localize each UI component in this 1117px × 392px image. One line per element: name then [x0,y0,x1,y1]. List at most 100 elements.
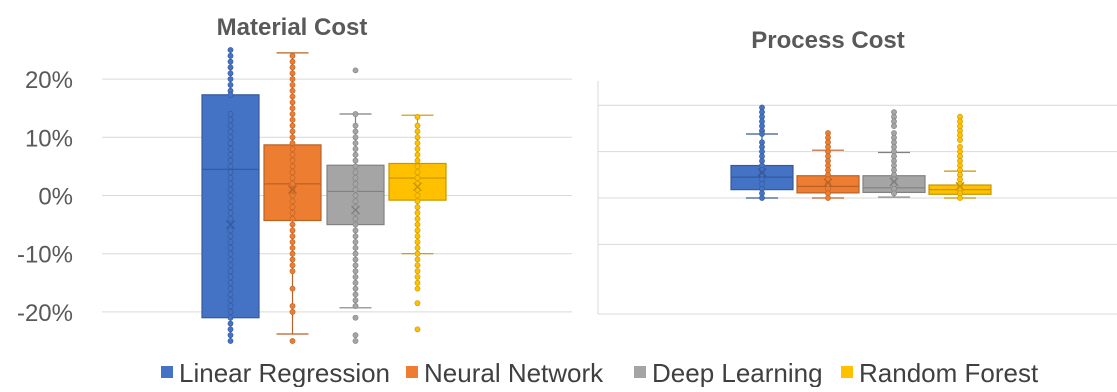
data-point [414,256,421,263]
data-point [227,175,234,181]
legend-label-random-forest: Random Forest [859,358,1039,387]
mean-marker-stroke [226,220,235,230]
box-random-forest [388,114,447,333]
process-cost-title: Process Cost [751,27,904,54]
data-point [289,227,296,234]
data-point [289,180,296,187]
data-point [957,137,963,143]
mean-marker [757,167,767,177]
mean-marker [351,205,360,215]
data-point [227,52,234,59]
box-neural-network [796,130,860,201]
data-point [891,123,897,129]
mean-marker [413,182,422,192]
mean-marker [889,177,899,187]
data-point [227,70,234,77]
data-point [414,146,421,152]
legend-label-neural-network: Neural Network [424,358,604,387]
box-random-forest [928,113,992,201]
mean-marker-stroke [955,181,965,191]
data-point [352,285,359,292]
data-point [289,239,296,245]
legend-item-deep-learning: Deep Learning [634,358,823,388]
box-neural-network [263,52,322,344]
legend-item-linear-regression: Linear Regression [161,358,390,388]
data-point [352,332,359,339]
material-cost-title: Material Cost [217,14,368,41]
data-point [414,169,421,176]
data-point [414,204,421,211]
data-point [289,64,296,71]
data-point [414,210,421,216]
data-point [352,239,359,245]
data-point [414,268,421,275]
data-point [227,146,234,152]
data-point [352,140,359,147]
data-point [352,180,359,187]
data-point [352,297,359,304]
data-point [414,192,421,199]
data-point [289,169,296,176]
data-point [414,250,421,257]
legend: Linear Regression Neural Network Deep Le… [161,358,1039,388]
mean-marker [226,220,235,230]
data-point [352,122,359,129]
data-point [352,215,359,222]
box-deep-learning [326,67,385,344]
data-point [289,256,296,263]
data-point [414,221,421,228]
mean-marker [288,185,297,195]
data-point [289,146,296,152]
data-point [414,244,421,251]
data-point [227,58,234,65]
data-point [289,58,296,65]
data-point [289,93,296,100]
box-linear-regression [201,47,260,344]
data-point [227,297,234,304]
data-point [227,308,234,315]
data-point [227,303,234,309]
legend-swatch-deep-learning [634,366,646,378]
data-point [352,111,359,117]
data-point [289,262,296,269]
data-point [227,122,234,129]
y-tick-label: -20% [17,300,73,327]
data-point [289,111,296,117]
data-point [289,52,296,59]
data-point [289,99,296,106]
data-point [227,163,234,170]
data-point [227,140,234,147]
data-point [227,338,234,344]
data-point [289,157,296,164]
data-point [289,87,296,94]
legend-item-neural-network: Neural Network [406,358,604,388]
data-point [414,157,421,164]
data-point [289,175,296,181]
data-point [289,116,296,123]
data-point [414,227,421,234]
data-point [289,122,296,129]
data-point [289,250,296,257]
data-point [227,320,234,327]
data-point [352,151,359,158]
data-point [227,198,234,205]
process-cost-panel: Process Cost [597,27,1117,315]
data-point [289,105,296,112]
data-point [227,134,234,141]
data-point [759,195,765,201]
data-point [352,338,359,344]
data-point [352,146,359,152]
data-point [227,291,234,298]
data-point [414,122,421,129]
data-point [227,244,234,251]
data-point [227,210,234,216]
data-point [414,198,421,205]
data-point [414,114,421,120]
data-point [289,244,296,251]
data-point [227,192,234,199]
data-point [352,157,359,164]
mean-marker-stroke [288,185,297,195]
data-point [352,244,359,251]
data-point [352,128,359,135]
